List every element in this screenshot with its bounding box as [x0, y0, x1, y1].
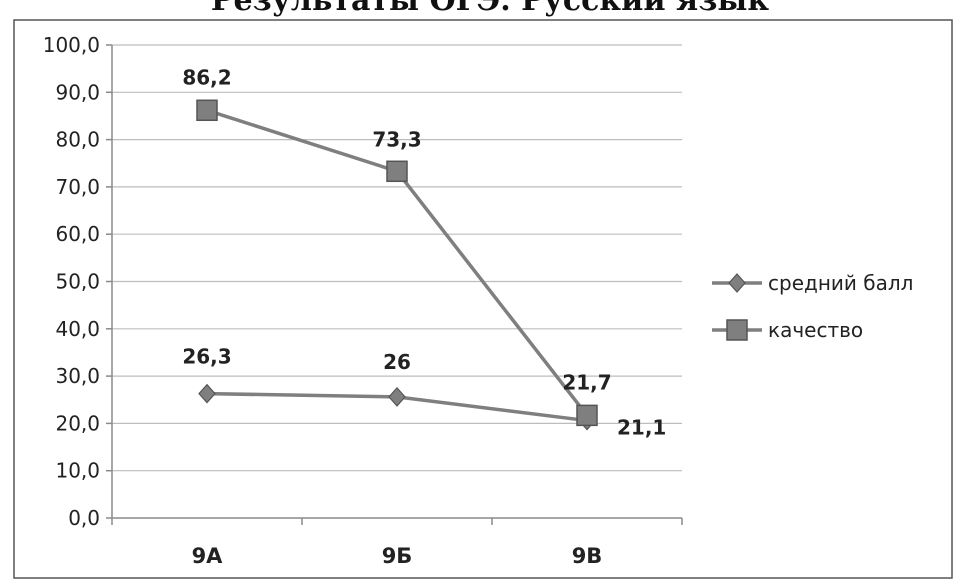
data-labels: 26,3 26 21,1 86,2 73,3 21,7	[182, 65, 666, 439]
y-tick-label: 40,0	[55, 317, 100, 341]
y-tick-label: 0,0	[68, 506, 100, 530]
y-tick-label: 30,0	[55, 364, 100, 388]
y-tick-label: 10,0	[55, 459, 100, 483]
x-tick-label: 9А	[192, 544, 224, 568]
legend-diamond-icon	[728, 273, 746, 293]
chart-title: Результаты ОГЭ. Русский язык	[211, 0, 770, 18]
diamond-marker	[198, 383, 216, 404]
y-tick-label: 80,0	[55, 128, 100, 152]
data-label: 73,3	[372, 127, 421, 151]
y-tick-label: 20,0	[55, 411, 100, 435]
axes: 0,0 10,0 20,0 30,0 40,0 50,0 60,0 70,0 80,0 90,0 1…	[43, 33, 683, 568]
square-marker	[196, 99, 218, 122]
data-label: 21,7	[562, 370, 611, 394]
square-marker	[576, 404, 598, 427]
y-tick-label: 60,0	[55, 222, 100, 246]
data-label: 26	[383, 350, 411, 374]
square-marker	[386, 160, 408, 183]
chart-frame	[13, 19, 953, 579]
x-tick-label: 9В	[572, 544, 603, 568]
y-tick-label: 90,0	[55, 80, 100, 104]
x-tick-label: 9Б	[382, 544, 413, 568]
legend-square-icon	[726, 319, 748, 341]
data-label: 26,3	[182, 345, 231, 369]
diamond-marker	[388, 387, 406, 407]
y-tick-label: 100,0	[43, 33, 100, 57]
legend-label: средний балл	[768, 271, 913, 295]
gridlines	[112, 44, 682, 472]
y-tick-label: 70,0	[55, 175, 100, 199]
data-label: 86,2	[182, 65, 231, 89]
legend-label: качество	[768, 318, 863, 342]
data-label: 21,1	[617, 416, 666, 440]
y-tick-label: 50,0	[55, 270, 100, 294]
legend: средний балл качество	[712, 271, 913, 342]
series-lines	[196, 99, 598, 431]
